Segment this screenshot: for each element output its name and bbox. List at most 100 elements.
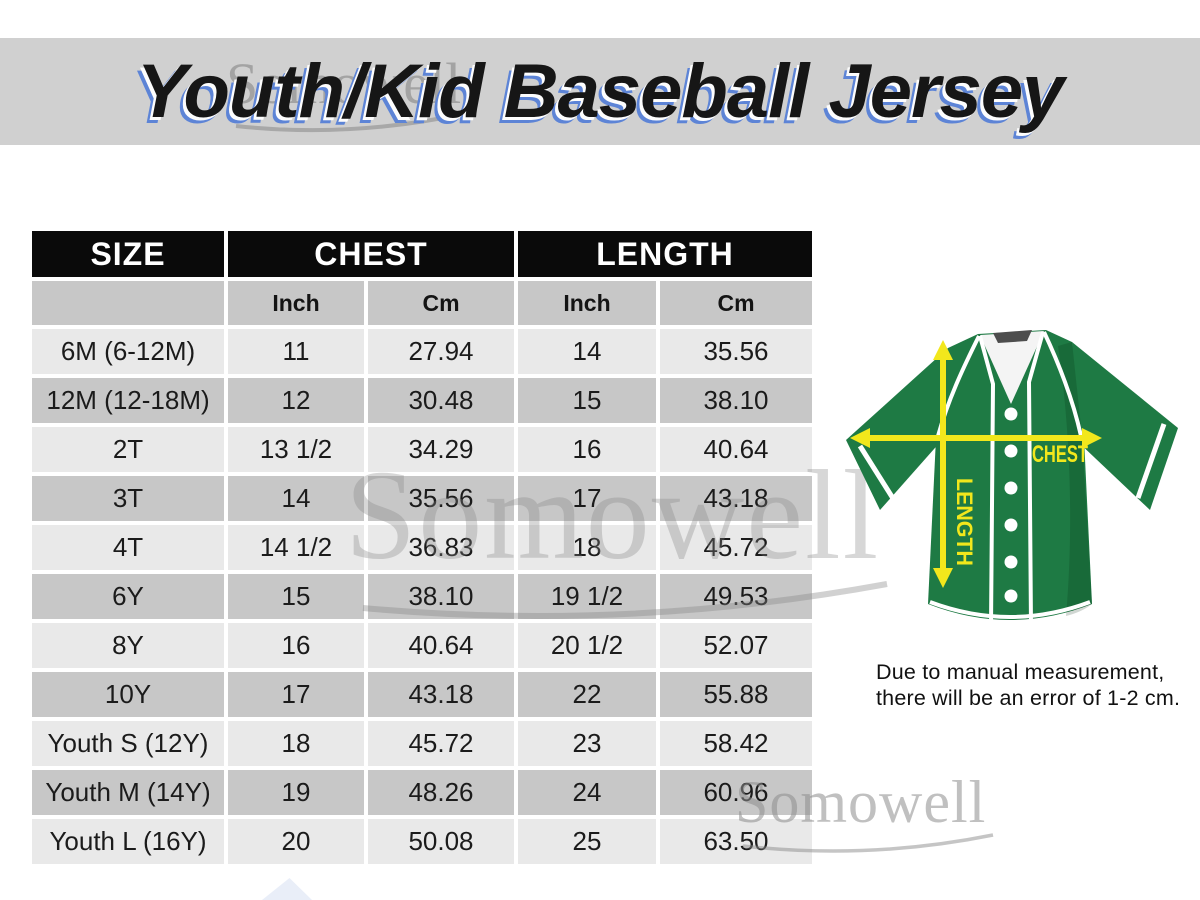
length-cm-cell: 40.64 [660, 427, 812, 472]
subheader-chest-inch: Inch [228, 281, 364, 325]
jersey-illustration: CHEST LENGTH [830, 326, 1190, 666]
subheader-size-cell [32, 281, 224, 325]
measurement-note-line1: Due to manual measurement, [876, 660, 1165, 684]
length-inch-cell: 24 [518, 770, 656, 815]
chest-cm-cell: 27.94 [368, 329, 514, 374]
title-banner [0, 38, 1200, 145]
size-cell: 8Y [32, 623, 224, 668]
length-cm-cell: 35.56 [660, 329, 812, 374]
chest-arrow-head-right [1082, 428, 1102, 448]
jersey-collar-inner [980, 331, 1044, 404]
chest-inch-cell: 18 [228, 721, 364, 766]
table-row: 10Y 17 43.18 22 55.88 [32, 672, 812, 717]
size-cell: 2T [32, 427, 224, 472]
chest-cm-cell: 34.29 [368, 427, 514, 472]
length-inch-cell: 14 [518, 329, 656, 374]
length-inch-cell: 19 1/2 [518, 574, 656, 619]
table-row: 2T 13 1/2 34.29 16 40.64 [32, 427, 812, 472]
measure-arrow-heads [850, 340, 1102, 588]
table-header-row: SIZE CHEST LENGTH [32, 231, 812, 277]
length-inch-cell: 22 [518, 672, 656, 717]
jersey-collar-back [993, 330, 1032, 343]
length-cm-cell: 52.07 [660, 623, 812, 668]
size-cell: 12M (12-18M) [32, 378, 224, 423]
table-row: Youth M (14Y) 19 48.26 24 60.96 [32, 770, 812, 815]
length-cm-cell: 45.72 [660, 525, 812, 570]
chest-inch-cell: 12 [228, 378, 364, 423]
size-chart-table: SIZE CHEST LENGTH Inch Cm Inch Cm 6M (6-… [28, 227, 816, 868]
header-length: LENGTH [518, 231, 812, 277]
chest-inch-cell: 13 1/2 [228, 427, 364, 472]
chest-inch-cell: 20 [228, 819, 364, 864]
subheader-chest-cm: Cm [368, 281, 514, 325]
chest-cm-cell: 38.10 [368, 574, 514, 619]
table-row: Youth L (16Y) 20 50.08 25 63.50 [32, 819, 812, 864]
length-cm-cell: 49.53 [660, 574, 812, 619]
jersey-shading [1058, 342, 1092, 616]
chest-cm-cell: 43.18 [368, 672, 514, 717]
length-arrow-head-bottom [933, 568, 953, 588]
size-cell: Youth L (16Y) [32, 819, 224, 864]
chest-inch-cell: 19 [228, 770, 364, 815]
chest-arrow-head-left [850, 428, 870, 448]
chest-cm-cell: 30.48 [368, 378, 514, 423]
size-cell: 3T [32, 476, 224, 521]
table-row: 4T 14 1/2 36.83 18 45.72 [32, 525, 812, 570]
size-cell: Youth M (14Y) [32, 770, 224, 815]
jersey-svg: CHEST LENGTH [846, 330, 1178, 627]
table-row: 12M (12-18M) 12 30.48 15 38.10 [32, 378, 812, 423]
size-cell: 10Y [32, 672, 224, 717]
length-cm-cell: 55.88 [660, 672, 812, 717]
subheader-length-cm: Cm [660, 281, 812, 325]
measurement-note-line2: there will be an error of 1-2 cm. [876, 686, 1181, 711]
length-cm-cell: 38.10 [660, 378, 812, 423]
decorative-corner-shape [262, 878, 312, 900]
chest-cm-cell: 36.83 [368, 525, 514, 570]
length-cm-cell: 58.42 [660, 721, 812, 766]
table-subheader-row: Inch Cm Inch Cm [32, 281, 812, 325]
table-row: 6Y 15 38.10 19 1/2 49.53 [32, 574, 812, 619]
header-chest: CHEST [228, 231, 514, 277]
chest-inch-cell: 11 [228, 329, 364, 374]
chest-inch-cell: 16 [228, 623, 364, 668]
chest-inch-cell: 14 [228, 476, 364, 521]
length-inch-cell: 15 [518, 378, 656, 423]
jersey-body-group [846, 330, 1178, 620]
length-cm-cell: 43.18 [660, 476, 812, 521]
size-cell: 6M (6-12M) [32, 329, 224, 374]
chest-inch-cell: 15 [228, 574, 364, 619]
length-inch-cell: 25 [518, 819, 656, 864]
length-inch-cell: 20 1/2 [518, 623, 656, 668]
length-measure-label: LENGTH [952, 478, 977, 566]
subheader-length-inch: Inch [518, 281, 656, 325]
table-row: Youth S (12Y) 18 45.72 23 58.42 [32, 721, 812, 766]
size-cell: Youth S (12Y) [32, 721, 224, 766]
table-row: 3T 14 35.56 17 43.18 [32, 476, 812, 521]
size-cell: 6Y [32, 574, 224, 619]
jersey-torso [928, 330, 1092, 620]
length-cm-cell: 60.96 [660, 770, 812, 815]
header-size: SIZE [32, 231, 224, 277]
size-cell: 4T [32, 525, 224, 570]
jersey-left-sleeve [846, 348, 948, 510]
length-inch-cell: 17 [518, 476, 656, 521]
chest-cm-cell: 50.08 [368, 819, 514, 864]
length-arrow-head-top [933, 340, 953, 360]
table-row: 6M (6-12M) 11 27.94 14 35.56 [32, 329, 812, 374]
length-inch-cell: 23 [518, 721, 656, 766]
length-inch-cell: 16 [518, 427, 656, 472]
table-row: 8Y 16 40.64 20 1/2 52.07 [32, 623, 812, 668]
jersey-buttons [1004, 407, 1018, 603]
length-inch-cell: 18 [518, 525, 656, 570]
chest-cm-cell: 48.26 [368, 770, 514, 815]
jersey-right-sleeve [1072, 342, 1178, 510]
chest-inch-cell: 17 [228, 672, 364, 717]
measure-arrow-lines [868, 356, 1084, 572]
measurement-note: Due to manual measurement, there will be… [876, 659, 1180, 711]
chest-cm-cell: 35.56 [368, 476, 514, 521]
page-title: Youth/Kid Baseball Jersey [136, 49, 1065, 134]
chest-inch-cell: 14 1/2 [228, 525, 364, 570]
chest-cm-cell: 45.72 [368, 721, 514, 766]
chest-cm-cell: 40.64 [368, 623, 514, 668]
